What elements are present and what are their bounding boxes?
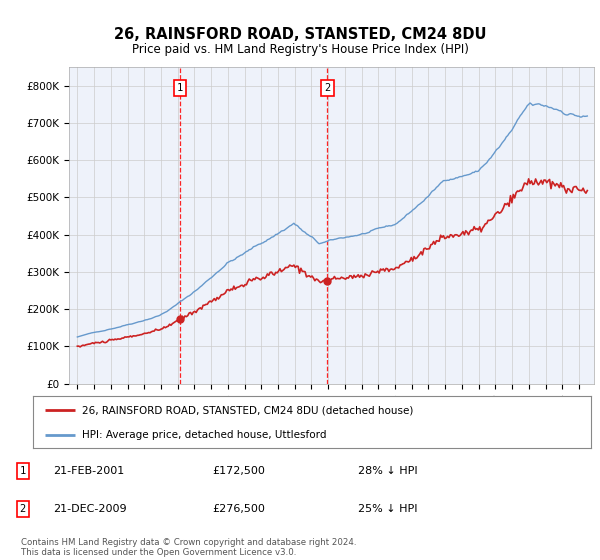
Text: 26, RAINSFORD ROAD, STANSTED, CM24 8DU: 26, RAINSFORD ROAD, STANSTED, CM24 8DU bbox=[114, 27, 486, 42]
Text: 21-DEC-2009: 21-DEC-2009 bbox=[53, 504, 126, 514]
Text: 1: 1 bbox=[19, 466, 26, 476]
Text: 21-FEB-2001: 21-FEB-2001 bbox=[53, 466, 124, 476]
Text: £276,500: £276,500 bbox=[212, 504, 266, 514]
Text: 1: 1 bbox=[176, 83, 183, 92]
Text: 25% ↓ HPI: 25% ↓ HPI bbox=[358, 504, 418, 514]
Text: Price paid vs. HM Land Registry's House Price Index (HPI): Price paid vs. HM Land Registry's House … bbox=[131, 43, 469, 55]
Text: £172,500: £172,500 bbox=[212, 466, 266, 476]
Text: 2: 2 bbox=[325, 83, 331, 92]
Text: Contains HM Land Registry data © Crown copyright and database right 2024.
This d: Contains HM Land Registry data © Crown c… bbox=[21, 538, 356, 557]
Text: 26, RAINSFORD ROAD, STANSTED, CM24 8DU (detached house): 26, RAINSFORD ROAD, STANSTED, CM24 8DU (… bbox=[82, 405, 413, 416]
Text: HPI: Average price, detached house, Uttlesford: HPI: Average price, detached house, Uttl… bbox=[82, 430, 326, 440]
Text: 28% ↓ HPI: 28% ↓ HPI bbox=[358, 466, 418, 476]
Text: 2: 2 bbox=[19, 504, 26, 514]
